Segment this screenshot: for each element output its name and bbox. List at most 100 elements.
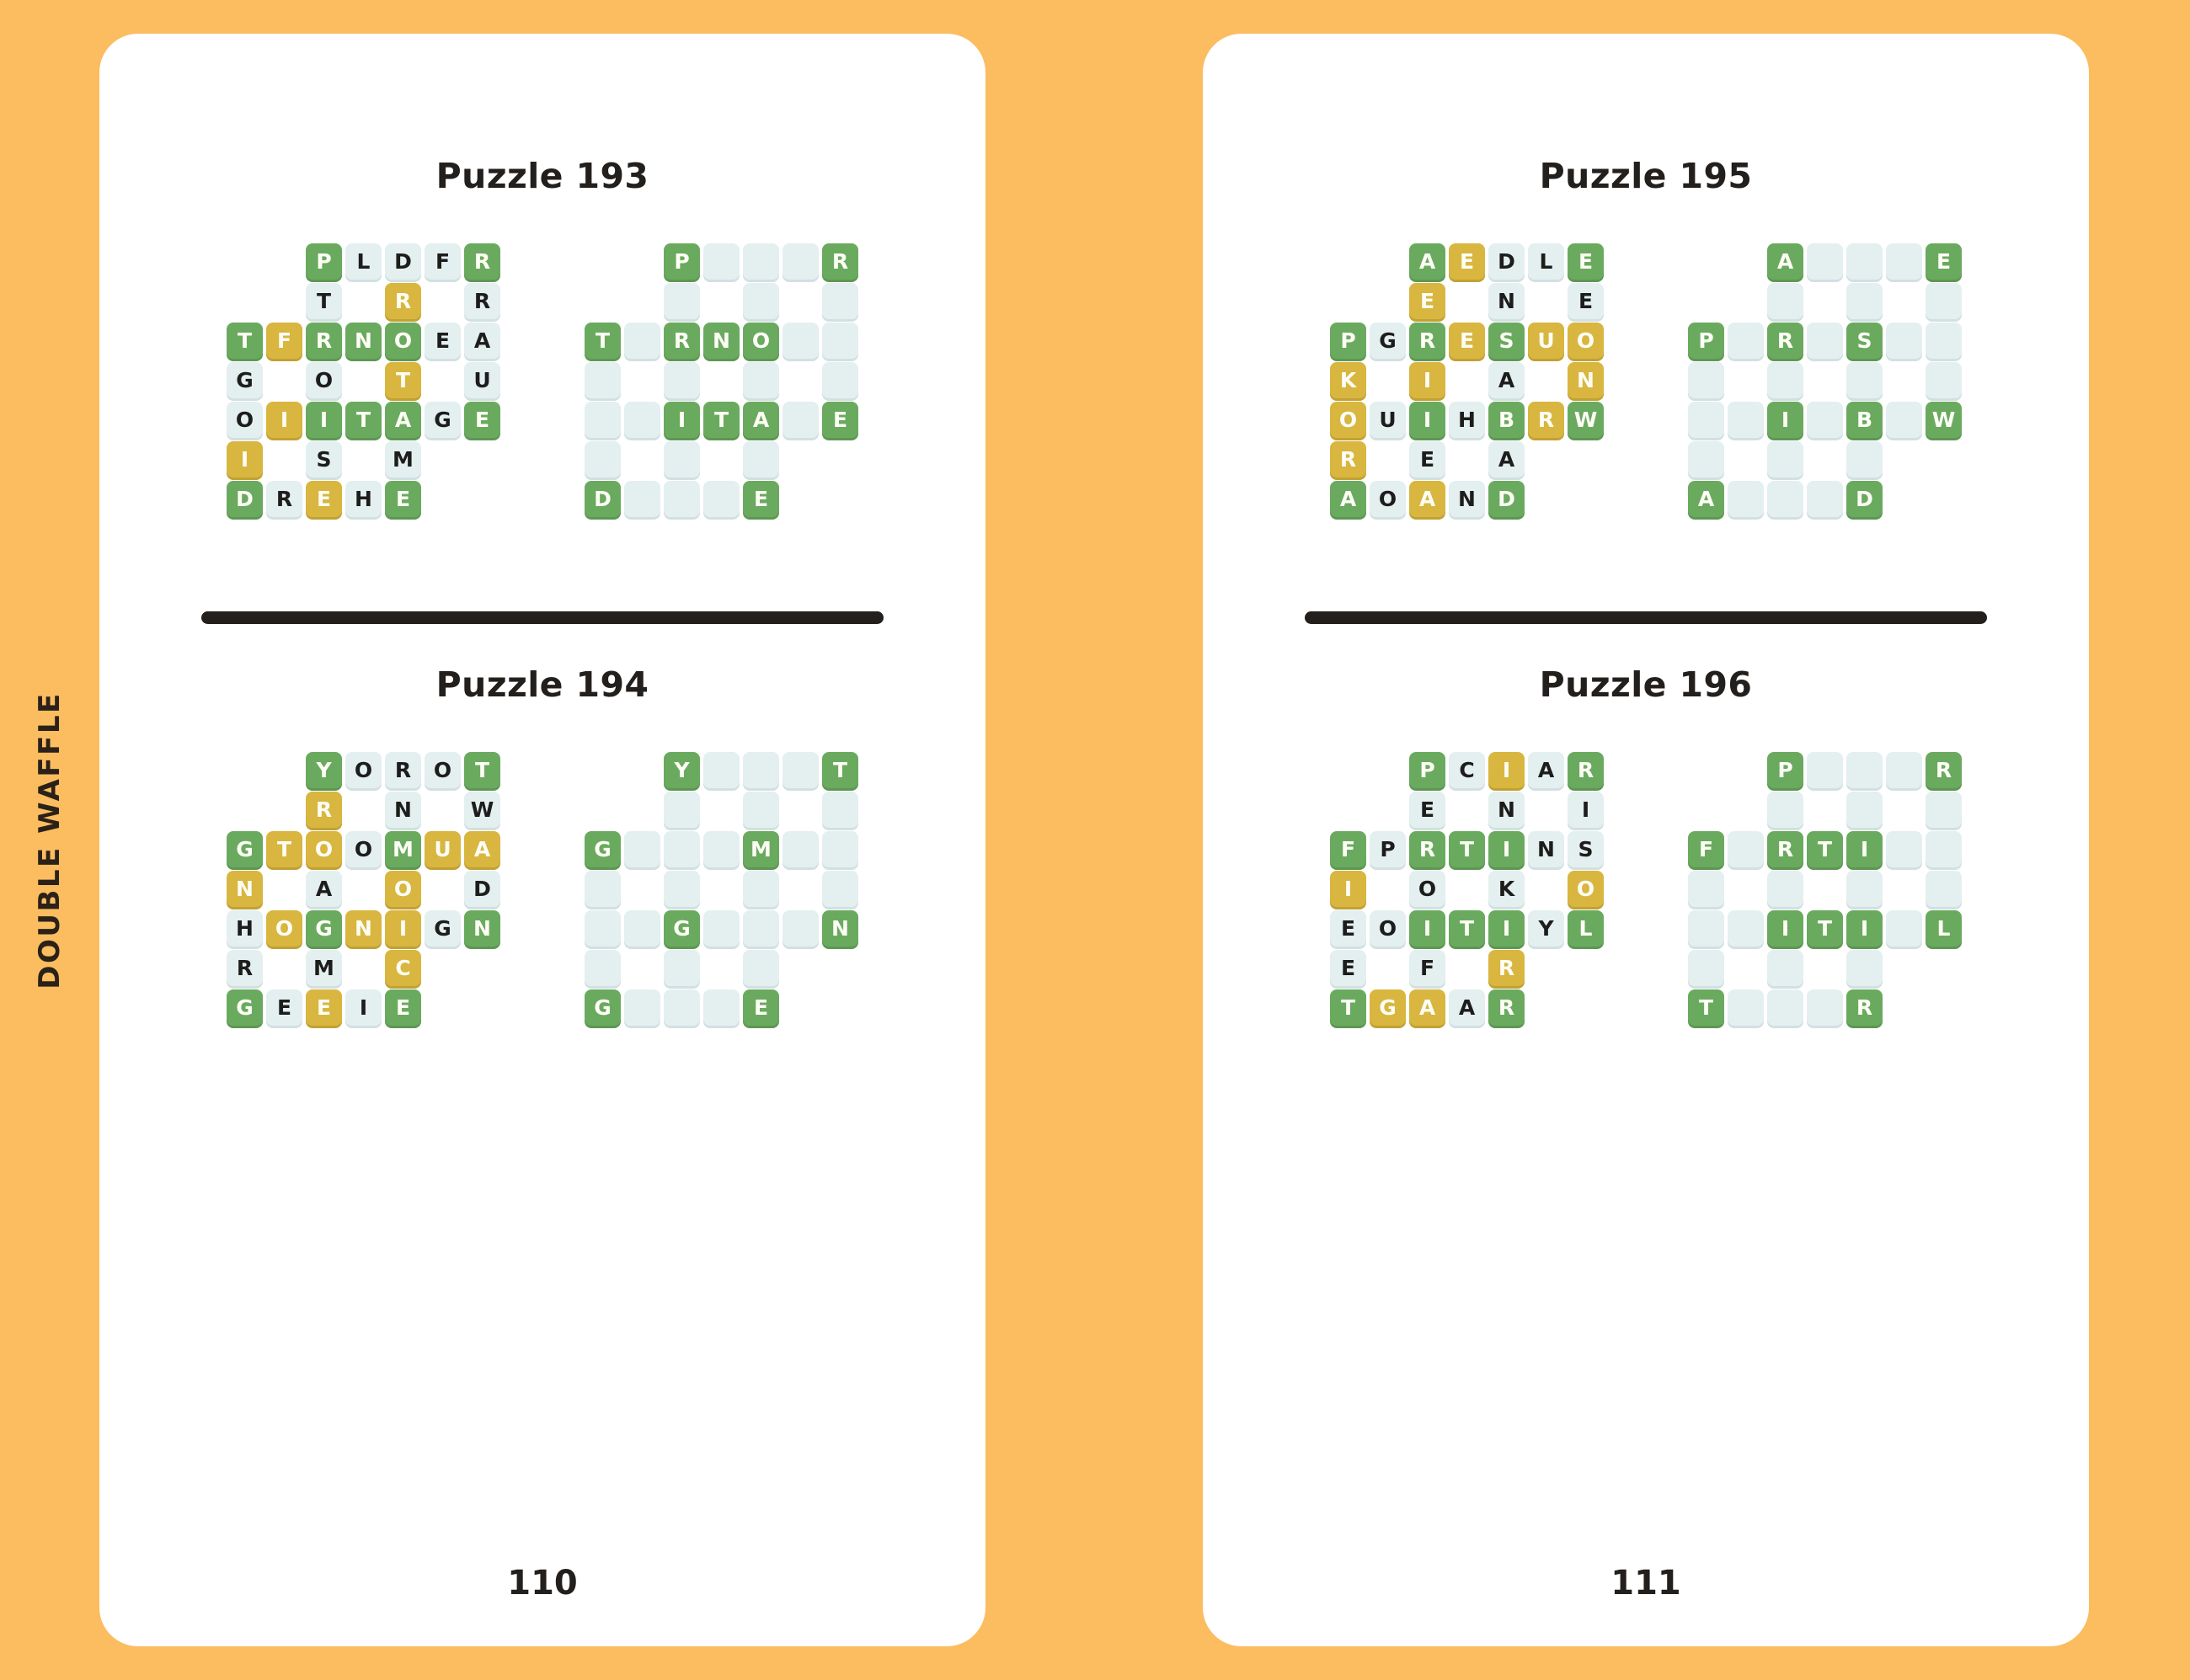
letter-tile[interactable]: H — [345, 481, 382, 517]
letter-tile[interactable]: E — [1568, 283, 1604, 319]
letter-tile[interactable]: T — [227, 323, 263, 359]
letter-tile[interactable]: E — [1409, 792, 1445, 828]
letter-tile[interactable]: R — [1488, 989, 1525, 1026]
letter-tile[interactable]: C — [1449, 752, 1485, 788]
letter-tile[interactable]: N — [703, 323, 740, 359]
letter-tile[interactable]: O — [266, 910, 302, 947]
letter-tile[interactable]: K — [1330, 362, 1366, 398]
letter-tile[interactable]: O — [743, 323, 779, 359]
letter-tile[interactable]: E — [1449, 323, 1485, 359]
letter-tile[interactable]: T — [306, 283, 342, 319]
letter-tile[interactable]: T — [1449, 831, 1485, 867]
letter-tile[interactable]: D — [464, 871, 500, 907]
letter-tile[interactable]: E — [1330, 910, 1366, 947]
letter-tile[interactable]: W — [1926, 402, 1962, 438]
letter-tile[interactable]: A — [743, 402, 779, 438]
letter-tile[interactable]: A — [464, 323, 500, 359]
letter-tile[interactable]: R — [266, 481, 302, 517]
letter-tile[interactable]: E — [1409, 441, 1445, 477]
letter-tile[interactable]: T — [464, 752, 500, 788]
letter-tile[interactable]: G — [227, 831, 263, 867]
letter-tile[interactable]: N — [345, 910, 382, 947]
letter-tile[interactable]: I — [1409, 910, 1445, 947]
letter-tile[interactable]: A — [306, 871, 342, 907]
letter-tile[interactable]: O — [1370, 481, 1406, 517]
letter-tile[interactable]: N — [822, 910, 858, 947]
letter-tile[interactable]: R — [1409, 831, 1445, 867]
letter-tile[interactable]: F — [266, 323, 302, 359]
letter-tile[interactable]: M — [385, 831, 421, 867]
letter-tile[interactable]: O — [1409, 871, 1445, 907]
letter-tile[interactable]: O — [306, 831, 342, 867]
letter-tile[interactable]: R — [1528, 402, 1564, 438]
letter-tile[interactable]: O — [345, 831, 382, 867]
letter-tile[interactable]: L — [1926, 910, 1962, 947]
letter-tile[interactable]: I — [385, 910, 421, 947]
letter-tile[interactable]: K — [1488, 871, 1525, 907]
letter-tile[interactable]: E — [822, 402, 858, 438]
letter-tile[interactable]: T — [266, 831, 302, 867]
letter-tile[interactable]: A — [1488, 362, 1525, 398]
letter-tile[interactable]: R — [1767, 831, 1803, 867]
solution-grid[interactable]: Y T G M G N G E — [585, 752, 858, 1026]
letter-tile[interactable]: I — [664, 402, 700, 438]
letter-tile[interactable]: H — [1449, 402, 1485, 438]
letter-tile[interactable]: P — [1370, 831, 1406, 867]
letter-tile[interactable]: S — [306, 441, 342, 477]
letter-tile[interactable]: F — [1330, 831, 1366, 867]
letter-tile[interactable]: O — [345, 752, 382, 788]
letter-tile[interactable]: E — [1449, 243, 1485, 280]
letter-tile[interactable]: P — [664, 243, 700, 280]
letter-tile[interactable]: H — [227, 910, 263, 947]
letter-tile[interactable]: M — [385, 441, 421, 477]
letter-tile[interactable]: B — [1846, 402, 1883, 438]
letter-tile[interactable]: O — [1568, 323, 1604, 359]
letter-tile[interactable]: E — [306, 481, 342, 517]
letter-tile[interactable]: O — [385, 871, 421, 907]
letter-tile[interactable]: I — [227, 441, 263, 477]
letter-tile[interactable]: I — [1488, 752, 1525, 788]
letter-tile[interactable]: T — [703, 402, 740, 438]
letter-tile[interactable]: G — [1370, 323, 1406, 359]
letter-tile[interactable]: W — [1568, 402, 1604, 438]
letter-tile[interactable]: A — [1409, 481, 1445, 517]
letter-tile[interactable]: O — [1568, 871, 1604, 907]
letter-tile[interactable]: B — [1488, 402, 1525, 438]
letter-tile[interactable]: T — [585, 323, 621, 359]
letter-tile[interactable]: R — [385, 752, 421, 788]
letter-tile[interactable]: A — [1409, 243, 1445, 280]
letter-tile[interactable]: U — [464, 362, 500, 398]
letter-tile[interactable]: E — [743, 989, 779, 1026]
letter-tile[interactable]: S — [1846, 323, 1883, 359]
letter-tile[interactable]: T — [822, 752, 858, 788]
letter-tile[interactable]: N — [385, 792, 421, 828]
letter-tile[interactable]: E — [1568, 243, 1604, 280]
letter-tile[interactable]: G — [306, 910, 342, 947]
letter-tile[interactable]: N — [227, 871, 263, 907]
letter-tile[interactable]: R — [822, 243, 858, 280]
letter-tile[interactable]: D — [585, 481, 621, 517]
letter-tile[interactable]: E — [1330, 950, 1366, 986]
letter-tile[interactable]: O — [425, 752, 461, 788]
letter-tile[interactable]: F — [425, 243, 461, 280]
letter-tile[interactable]: G — [425, 402, 461, 438]
letter-tile[interactable]: L — [1568, 910, 1604, 947]
letter-tile[interactable]: G — [585, 831, 621, 867]
solution-grid[interactable]: A E P R S I B W A D — [1688, 243, 1962, 517]
letter-tile[interactable]: F — [1688, 831, 1724, 867]
letter-tile[interactable]: P — [1409, 752, 1445, 788]
letter-tile[interactable]: N — [345, 323, 382, 359]
letter-tile[interactable]: D — [1488, 243, 1525, 280]
letter-tile[interactable]: N — [1528, 831, 1564, 867]
letter-tile[interactable]: U — [425, 831, 461, 867]
letter-tile[interactable]: R — [1926, 752, 1962, 788]
letter-tile[interactable]: Y — [1528, 910, 1564, 947]
letter-tile[interactable]: T — [1807, 831, 1843, 867]
letter-tile[interactable]: G — [585, 989, 621, 1026]
letter-tile[interactable]: R — [1767, 323, 1803, 359]
letter-tile[interactable]: I — [1846, 910, 1883, 947]
letter-tile[interactable]: N — [1568, 362, 1604, 398]
